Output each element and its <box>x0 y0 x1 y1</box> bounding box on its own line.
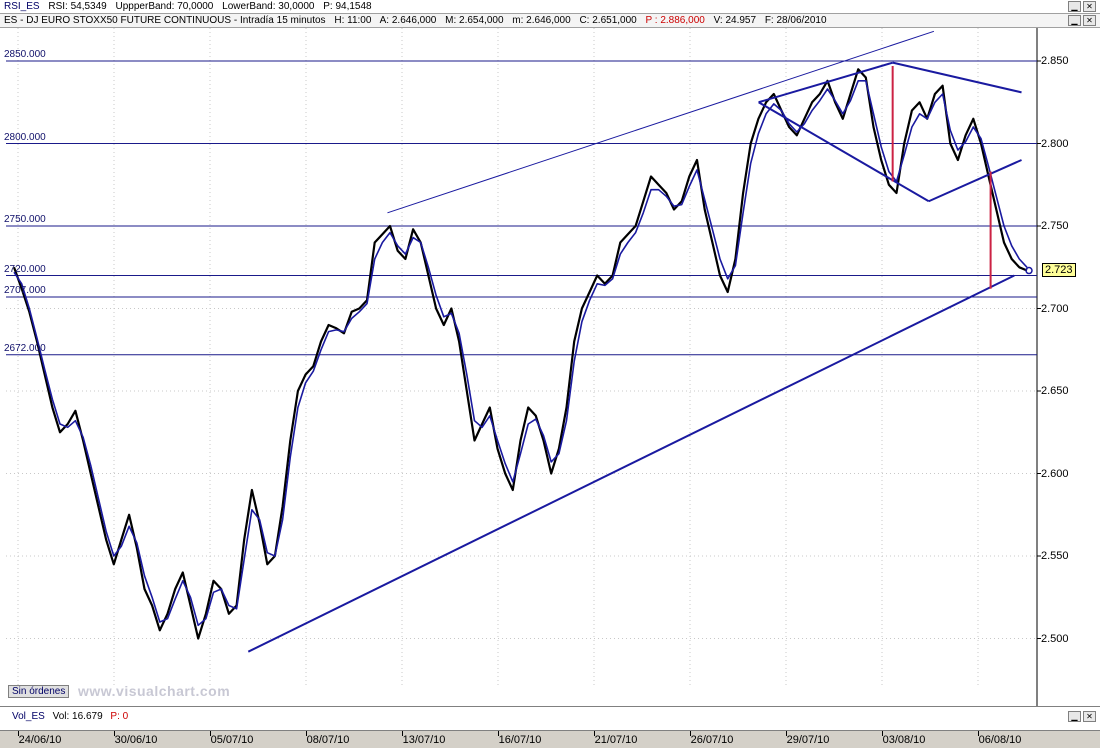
y-tick-label-4: 2.650 <box>1041 385 1069 397</box>
x-tick-label-4: 13/07/10 <box>402 734 446 746</box>
volume-p: P: 0 <box>110 711 129 722</box>
x-tick-mark-6 <box>594 731 595 736</box>
chart-canvas[interactable] <box>0 28 1100 706</box>
volume-amount: Vol: 16.679 <box>52 711 103 722</box>
x-tick-mark-8 <box>786 731 787 736</box>
indicator-window-controls: ▁ ✕ <box>1068 1 1096 12</box>
y-tick-label-0: 2.850 <box>1041 55 1069 67</box>
trendline-3 <box>892 61 1022 94</box>
price-series-1 <box>13 79 1028 627</box>
upper-band-value: UppperBand: 70,0000 <box>115 1 214 12</box>
volume-value: V: 24.957 <box>713 15 757 26</box>
x-tick-mark-3 <box>306 731 307 736</box>
indicator-name[interactable]: RSI_ES <box>4 1 40 12</box>
level-label-3: 2720.000 <box>4 263 46 275</box>
level-label-1: 2800.000 <box>4 131 46 143</box>
x-tick-label-2: 05/07/10 <box>210 734 254 746</box>
low-value: m: 2.646,000 <box>512 15 571 26</box>
x-tick-label-3: 08/07/10 <box>306 734 350 746</box>
x-tick-mark-5 <box>498 731 499 736</box>
watermark: www.visualchart.com <box>78 683 231 699</box>
y-tick-label-3: 2.700 <box>1041 302 1069 315</box>
close-icon[interactable]: ✕ <box>1083 15 1096 26</box>
x-tick-label-10: 06/08/10 <box>978 734 1022 746</box>
indicator-p-value: P: 94,1548 <box>323 1 372 12</box>
x-tick-mark-10 <box>978 731 979 736</box>
y-tick-label-6: 2.550 <box>1041 550 1069 562</box>
volume-window-controls: ▁ ✕ <box>1068 711 1096 722</box>
minimize-icon[interactable]: ▁ <box>1068 15 1081 26</box>
volume-name[interactable]: Vol_ES <box>12 711 45 722</box>
date-value: F: 28/06/2010 <box>764 15 827 26</box>
indicator-header: RSI_ES RSI: 54,5349 UppperBand: 70,0000 … <box>0 0 1100 14</box>
trendline-2 <box>758 61 893 104</box>
chart-header: ES - DJ EURO STOXX50 FUTURE CONTINUOUS -… <box>0 14 1100 28</box>
high-value: M: 2.654,000 <box>445 15 504 26</box>
volume-panel[interactable]: Vol_ES Vol: 16.679 P: 0 ▁ ✕ <box>0 706 1100 731</box>
orders-badge[interactable]: Sin órdenes <box>8 685 70 698</box>
level-label-2: 2750.000 <box>4 214 46 225</box>
price-chart[interactable]: 2.850 2.800 2.750 2.700 2.650 2.600 2.550 2.500… <box>0 28 1100 706</box>
open-value: A: 2.646,000 <box>379 15 437 26</box>
x-tick-label-6: 21/07/10 <box>594 734 638 746</box>
y-tick-label-7: 2.500 <box>1041 632 1069 645</box>
level-label-5: 2672.000 <box>4 342 46 354</box>
lower-band-value: LowerBand: 30,0000 <box>222 1 315 12</box>
y-tick-label-5: 2.600 <box>1041 467 1069 480</box>
rsi-value: RSI: 54,5349 <box>48 1 107 12</box>
close-icon[interactable]: ✕ <box>1083 711 1096 722</box>
trendline-5 <box>928 159 1022 203</box>
x-tick-mark-1 <box>114 731 115 736</box>
y-tick-label-2: 2.750 <box>1041 220 1069 232</box>
chart-window-controls: ▁ ✕ <box>1068 15 1096 26</box>
last-price-tag: 2.723 <box>1042 262 1076 277</box>
date-axis: 24/06/10 30/06/10 05/07/10 08/07/10 13/07/10… <box>0 730 1100 748</box>
trendline-4 <box>758 101 930 203</box>
last-price-marker <box>1025 266 1033 275</box>
x-tick-label-8: 29/07/10 <box>786 734 830 746</box>
close-icon[interactable]: ✕ <box>1083 1 1096 12</box>
price-series-0 <box>12 68 1028 640</box>
x-tick-mark-9 <box>882 731 883 736</box>
hour-value: H: 11:00 <box>334 15 372 26</box>
minimize-icon[interactable]: ▁ <box>1068 1 1081 12</box>
x-tick-label-7: 26/07/10 <box>690 734 734 746</box>
x-tick-label-5: 16/07/10 <box>498 734 542 746</box>
x-tick-label-1: 30/06/10 <box>114 734 158 746</box>
x-tick-label-0: 24/06/10 <box>18 734 62 746</box>
level-label-4: 2707.000 <box>4 284 46 296</box>
x-tick-mark-4 <box>402 731 403 736</box>
x-tick-mark-2 <box>210 731 211 736</box>
trendline-0 <box>247 274 1015 653</box>
y-tick-label-1: 2.800 <box>1041 137 1069 150</box>
level-label-0: 2850.000 <box>4 49 46 60</box>
symbol-title: ES - DJ EURO STOXX50 FUTURE CONTINUOUS -… <box>4 15 326 26</box>
prev-value: P : 2.886,000 <box>645 15 705 26</box>
close-value: C: 2.651,000 <box>579 15 637 26</box>
x-tick-mark-0 <box>18 731 19 736</box>
volume-header: Vol_ES Vol: 16.679 P: 0 <box>12 711 133 722</box>
minimize-icon[interactable]: ▁ <box>1068 711 1081 722</box>
trendline-1 <box>387 30 935 214</box>
x-tick-mark-7 <box>690 731 691 736</box>
x-tick-label-9: 03/08/10 <box>882 734 926 746</box>
